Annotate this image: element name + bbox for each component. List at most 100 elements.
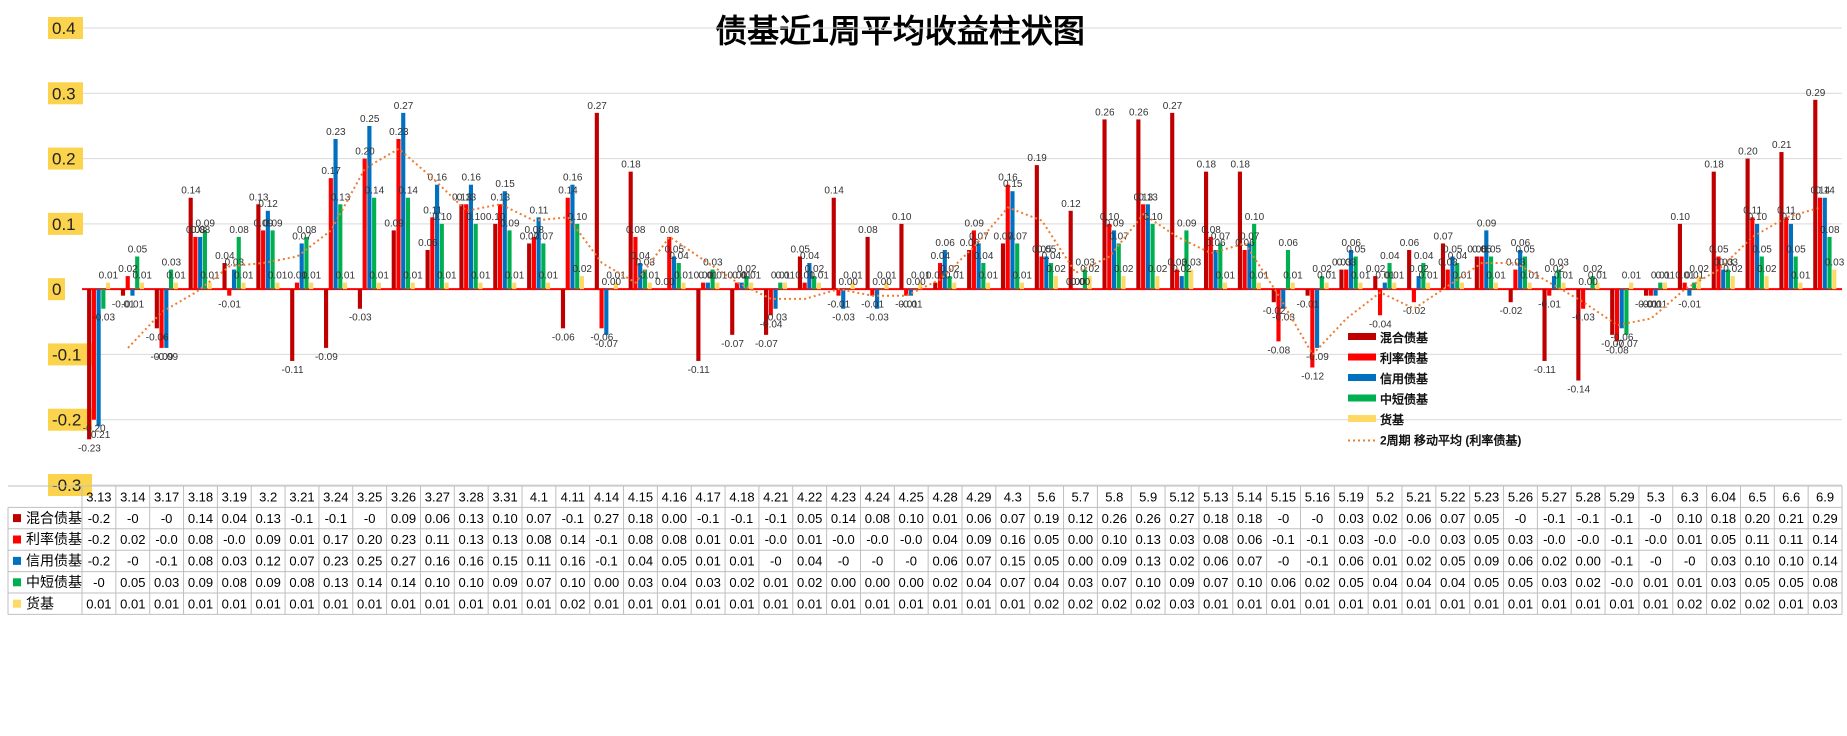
table-cell: 0.08 (222, 575, 247, 590)
bar (671, 256, 677, 290)
data-label: 0.23 (326, 127, 346, 138)
bar (604, 289, 609, 335)
table-row-label: 货基 (26, 595, 54, 611)
table-cell: 0.01 (256, 596, 281, 611)
table-cell: 0.02 (1576, 575, 1601, 590)
table-cell: 0.01 (154, 596, 179, 611)
table-header-cell: 3.18 (188, 489, 213, 504)
table-cell: -0 (905, 554, 917, 569)
bar (560, 289, 566, 329)
bar (1822, 197, 1827, 290)
bar (459, 204, 464, 290)
bar (527, 243, 532, 290)
table-cell: 0.01 (357, 596, 382, 611)
bar (202, 230, 207, 290)
data-label: 0.04 (1414, 251, 1434, 262)
bar (1305, 289, 1310, 296)
y-tick-label-bg (48, 212, 83, 235)
data-label: -0.04 (1369, 319, 1392, 330)
bar (1184, 230, 1189, 290)
data-label: -0.12 (1301, 371, 1324, 382)
bar (1614, 289, 1620, 342)
bar (1310, 289, 1315, 368)
bar (120, 289, 126, 296)
bar (1440, 243, 1446, 290)
table-row-label: 中短债基 (26, 574, 82, 590)
table-header-cell: 5.9 (1139, 489, 1157, 504)
bar (638, 263, 643, 290)
table-cell: 0.04 (1034, 575, 1059, 590)
data-label: 0.02 (737, 264, 757, 275)
bar (701, 282, 706, 290)
data-label: 0.27 (1163, 101, 1183, 112)
table-header-cell: 3.28 (459, 489, 484, 504)
bar (1111, 230, 1117, 290)
data-label: 0.03 (162, 258, 182, 269)
table-header-cell: 5.13 (1203, 489, 1228, 504)
table-cell: -0.1 (1611, 554, 1633, 569)
data-label: 0.08 (660, 225, 680, 236)
table-cell: 0.01 (966, 596, 991, 611)
data-label: 0.01 (606, 271, 626, 282)
bar (1218, 243, 1223, 290)
table-cell: 0.01 (1508, 596, 1533, 611)
data-label: 0.01 (795, 271, 815, 282)
data-label: 0.14 (558, 186, 578, 197)
bar (836, 289, 841, 296)
data-label: 0.05 (1467, 245, 1487, 256)
bar (768, 289, 773, 316)
data-label: 0.02 (1114, 264, 1134, 275)
table-cell: 0.00 (1068, 554, 1093, 569)
data-label: 0.05 (1032, 245, 1052, 256)
data-label: 0.18 (621, 160, 641, 171)
bar (696, 289, 701, 361)
y-tick-label-bg (48, 82, 83, 105)
data-label: -0.07 (1601, 339, 1624, 350)
bar (1595, 282, 1600, 290)
table-row-label: 利率债基 (26, 531, 82, 547)
table-cell: 0.02 (932, 575, 957, 590)
bar (1479, 256, 1484, 290)
data-label: -0.09 (315, 352, 338, 363)
bar (342, 282, 348, 290)
table-header-cell: 5.28 (1576, 489, 1601, 504)
data-label: 0.07 (1240, 231, 1260, 242)
data-label: 0.01 (505, 271, 525, 282)
y-tick-label-bg (48, 474, 92, 496)
bar (1518, 249, 1523, 290)
table-cell: 0.05 (1339, 575, 1364, 590)
data-label: 0.04 (931, 251, 951, 262)
table-cell: -0.0 (223, 532, 245, 547)
table-cell: 0.14 (357, 575, 382, 590)
table-cell: 0.17 (323, 532, 348, 547)
bar (579, 276, 585, 290)
bar (367, 125, 372, 290)
table-cell: 0.01 (1677, 575, 1702, 590)
data-label: 0.03 (1549, 258, 1569, 269)
bar (502, 191, 507, 290)
bar (1798, 282, 1803, 290)
table-cell: 0.16 (1000, 532, 1025, 547)
bar (1832, 269, 1837, 290)
table-cell: -0 (1278, 511, 1290, 526)
data-label: 0.05 (1515, 245, 1535, 256)
table-legend-key (13, 578, 21, 587)
data-label: -0.09 (1306, 352, 1329, 363)
table-cell: 0.13 (323, 575, 348, 590)
bar (1407, 249, 1412, 290)
bar (512, 282, 517, 290)
bar (1087, 276, 1092, 290)
bar (1542, 289, 1547, 361)
data-label: 0.07 (1008, 231, 1028, 242)
table-cell: -0.1 (1611, 532, 1633, 547)
data-label: 0.05 (790, 245, 810, 256)
data-label: 0.01 (99, 271, 119, 282)
bar (1576, 289, 1581, 381)
table-cell: 0.01 (696, 532, 721, 547)
data-label: 0.08 (858, 225, 878, 236)
data-label: -0.20 (83, 424, 106, 435)
table-cell: 0.01 (1440, 596, 1465, 611)
bar (1019, 282, 1025, 290)
table-cell: 0.14 (560, 532, 585, 547)
bar (1208, 236, 1213, 290)
